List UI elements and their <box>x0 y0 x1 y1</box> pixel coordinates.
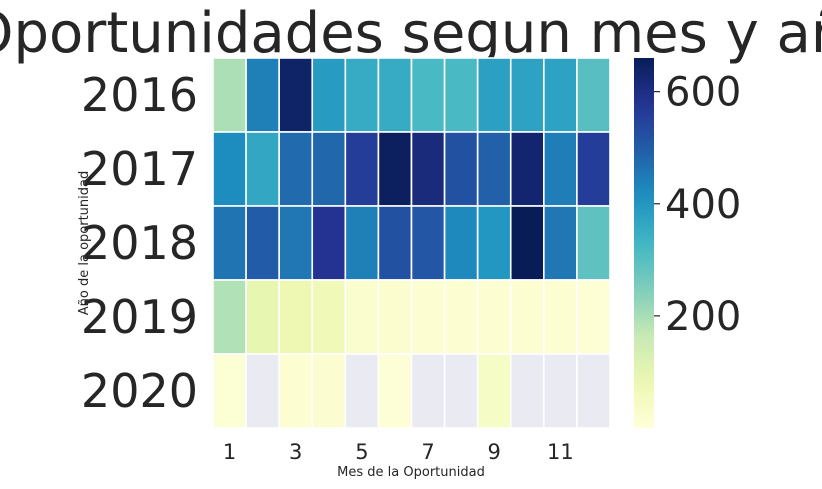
heatmap-cell-2019-3 <box>278 279 314 355</box>
heatmap-cell-2018-5 <box>344 205 380 281</box>
heatmap-cell-2018-7 <box>410 205 446 281</box>
heatmap-cell-2017-12 <box>576 131 611 207</box>
heatmap-cells <box>212 57 611 429</box>
heatmap-cell-2018-3 <box>278 205 314 281</box>
y-tick-label: 2019 <box>81 290 198 344</box>
heatmap-cell-2019-9 <box>476 279 512 355</box>
heatmap-cell-2016-4 <box>311 57 347 133</box>
chart-title: Oportunidades segun mes y año <box>0 1 822 66</box>
heatmap-cell-2016-8 <box>443 57 479 133</box>
heatmap-cell-2019-5 <box>344 279 380 355</box>
heatmap-cell-2017-6 <box>377 131 413 207</box>
heatmap-cell-2017-3 <box>278 131 314 207</box>
y-tick-labels: 2016 2017 2018 2019 2020 <box>81 68 198 418</box>
x-tick-label: 7 <box>421 440 434 464</box>
heatmap-cell-2020-8 <box>443 353 479 429</box>
heatmap-cell-2017-11 <box>543 131 578 207</box>
x-tick-labels: 1 3 5 7 9 11 <box>223 440 574 464</box>
heatmap-cell-2019-4 <box>311 279 347 355</box>
heatmap-cell-2016-9 <box>476 57 512 133</box>
x-tick-label: 1 <box>223 440 236 464</box>
heatmap-cell-2020-10 <box>509 353 545 429</box>
heatmap-cell-2018-8 <box>443 205 479 281</box>
heatmap-cell-2016-5 <box>344 57 380 133</box>
heatmap-cell-2019-10 <box>509 279 545 355</box>
x-tick-label: 5 <box>355 440 368 464</box>
heatmap-cell-2019-6 <box>377 279 413 355</box>
heatmap-cell-2018-12 <box>576 205 611 281</box>
heatmap-cell-2016-2 <box>245 57 280 133</box>
heatmap-cell-2020-6 <box>377 353 413 429</box>
heatmap-cell-2018-11 <box>543 205 578 281</box>
colorbar <box>634 58 654 428</box>
heatmap-cell-2018-6 <box>377 205 413 281</box>
heatmap-cell-2020-7 <box>410 353 446 429</box>
heatmap-cell-2017-1 <box>212 131 247 207</box>
heatmap-cell-2017-8 <box>443 131 479 207</box>
heatmap-cell-2016-11 <box>543 57 578 133</box>
heatmap-cell-2017-2 <box>245 131 280 207</box>
y-tick-label: 2020 <box>81 364 198 418</box>
heatmap-cell-2019-11 <box>543 279 578 355</box>
colorbar-tick-label: 200 <box>665 294 741 340</box>
heatmap-cell-2020-12 <box>576 353 611 429</box>
heatmap-cell-2020-11 <box>543 353 578 429</box>
y-tick-label: 2018 <box>81 216 198 270</box>
heatmap-cell-2018-1 <box>212 205 247 281</box>
x-tick-label: 9 <box>488 440 501 464</box>
heatmap-cell-2017-7 <box>410 131 446 207</box>
heatmap-cell-2016-6 <box>377 57 413 133</box>
x-tick-label: 3 <box>289 440 302 464</box>
heatmap-cell-2020-2 <box>245 353 280 429</box>
heatmap-cell-2016-7 <box>410 57 446 133</box>
heatmap-cell-2017-4 <box>311 131 347 207</box>
heatmap-cell-2016-1 <box>212 57 247 133</box>
heatmap-cell-2020-4 <box>311 353 347 429</box>
x-tick-label: 11 <box>547 440 574 464</box>
heatmap-cell-2018-4 <box>311 205 347 281</box>
heatmap-cell-2020-5 <box>344 353 380 429</box>
heatmap-cell-2016-10 <box>509 57 545 133</box>
heatmap-cell-2020-1 <box>212 353 247 429</box>
heatmap-cell-2016-12 <box>576 57 611 133</box>
heatmap-cell-2020-3 <box>278 353 314 429</box>
heatmap-cell-2018-9 <box>476 205 512 281</box>
heatmap-cell-2017-9 <box>476 131 512 207</box>
heatmap-cell-2018-10 <box>509 205 545 281</box>
colorbar-tick-label: 600 <box>665 70 741 116</box>
heatmap-cell-2019-1 <box>212 279 247 355</box>
y-axis-label: Año de la oportunidad <box>77 171 92 315</box>
heatmap-cell-2017-10 <box>509 131 545 207</box>
heatmap-cell-2017-5 <box>344 131 380 207</box>
colorbar-ticks: 200 400 600 <box>654 70 741 340</box>
heatmap-cell-2016-3 <box>278 57 314 133</box>
heatmap-cell-2019-7 <box>410 279 446 355</box>
heatmap-cell-2020-9 <box>476 353 512 429</box>
colorbar-tick-label: 400 <box>665 182 741 228</box>
heatmap-cell-2019-12 <box>576 279 611 355</box>
y-tick-label: 2016 <box>81 68 198 122</box>
x-axis-label: Mes de la Oportunidad <box>337 465 485 480</box>
heatmap-cell-2018-2 <box>245 205 280 281</box>
y-tick-label: 2017 <box>81 142 198 196</box>
heatmap-cell-2019-8 <box>443 279 479 355</box>
heatmap-cell-2019-2 <box>245 279 280 355</box>
